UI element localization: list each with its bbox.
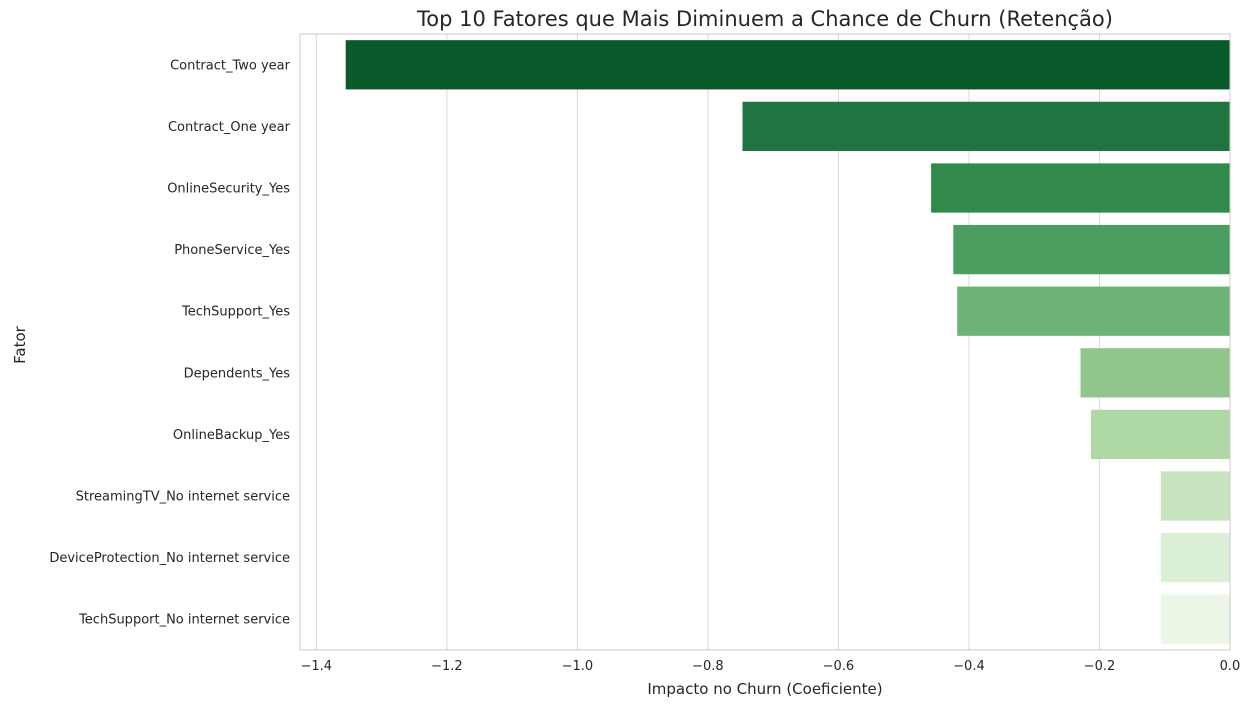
y-tick-label: OnlineSecurity_Yes: [167, 182, 290, 197]
y-tick-label: TechSupport_No internet service: [78, 613, 290, 628]
x-tick-label: −0.2: [1084, 659, 1116, 674]
bar: [953, 224, 1230, 275]
y-tick-label: Contract_Two year: [170, 58, 291, 73]
x-tick-label: −1.4: [301, 659, 333, 674]
y-tick-label: StreamingTV_No internet service: [76, 490, 290, 505]
chart-title: Top 10 Fatores que Mais Diminuem a Chanc…: [416, 7, 1113, 31]
y-tick-label: OnlineBackup_Yes: [173, 428, 290, 443]
bar: [1090, 409, 1230, 460]
bar: [345, 40, 1230, 90]
y-tick-label: Dependents_Yes: [184, 366, 291, 381]
y-axis-label: Fator: [11, 325, 29, 364]
bar: [957, 286, 1230, 336]
x-tick-label: 0.0: [1220, 659, 1241, 674]
x-tick-label: −0.8: [692, 659, 724, 674]
bar: [742, 101, 1230, 152]
x-tick-label: −0.6: [823, 659, 855, 674]
x-tick-labels: −1.4 −1.2 −1.0 −0.8 −0.6 −0.4 −0.2 0.0: [301, 659, 1241, 674]
bar: [1160, 532, 1230, 583]
bar: [1160, 594, 1230, 644]
y-tick-label: TechSupport_Yes: [181, 305, 290, 320]
bar: [1080, 348, 1230, 398]
x-tick-label: −1.0: [562, 659, 594, 674]
y-tick-label: DeviceProtection_No internet service: [49, 551, 290, 566]
bar: [1160, 471, 1230, 521]
x-tick-label: −0.4: [953, 659, 985, 674]
bars: [345, 40, 1230, 644]
x-tick-label: −1.2: [431, 659, 463, 674]
y-tick-label: Contract_One year: [168, 120, 291, 135]
plot-frame: [299, 33, 1231, 651]
x-axis-label: Impacto no Churn (Coeficiente): [647, 680, 882, 698]
y-tick-label: PhoneService_Yes: [174, 243, 290, 258]
y-tick-labels: Contract_Two year Contract_One year Online…: [49, 58, 290, 627]
bar: [931, 163, 1230, 213]
